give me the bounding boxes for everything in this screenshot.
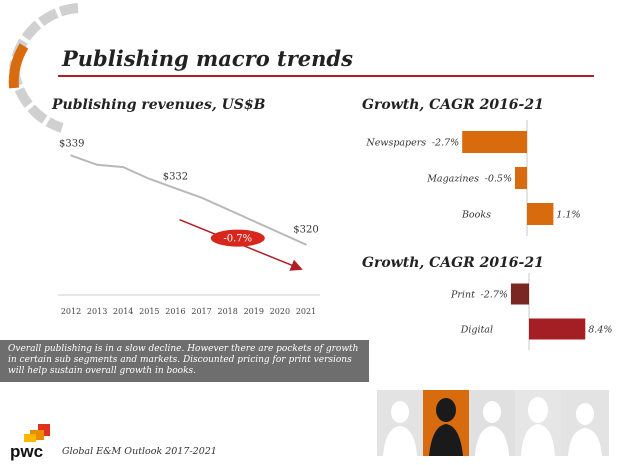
people-photo-strip — [377, 390, 609, 456]
x-tick-label: 2018 — [217, 307, 237, 316]
x-tick-label: 2019 — [244, 307, 264, 316]
format-value-label: 8.4% — [588, 325, 612, 336]
cagr-chart-title-segments: Growth, CAGR 2016-21 — [362, 97, 544, 113]
x-tick-label: 2013 — [87, 307, 107, 316]
summary-note: Overall publishing is in a slow decline.… — [0, 340, 369, 382]
format-bar-print — [510, 283, 529, 305]
x-tick-label: 2017 — [191, 307, 211, 316]
revenue-point-2018 — [226, 208, 229, 211]
revenue-chart-title: Publishing revenues, US$B — [52, 97, 266, 113]
format-category-label: Digital — [460, 325, 493, 336]
revenue-data-label: $320 — [293, 225, 318, 236]
revenue-point-2020 — [279, 232, 281, 234]
cagr-chart-title-print-digital: Growth, CAGR 2016-21 — [362, 255, 544, 271]
segment-bar-books — [527, 203, 554, 225]
revenue-point-2012 — [70, 154, 72, 157]
format-category-label: Print — [450, 290, 475, 301]
segment-value-label: 1.1% — [556, 210, 580, 221]
revenue-point-2016 — [174, 187, 177, 190]
segment-bar-newspapers — [462, 131, 527, 153]
decorative-arc — [8, 3, 79, 133]
pwc-logo: pwc — [10, 442, 44, 461]
pwc-logo-mark — [24, 424, 50, 442]
x-tick-label: 2015 — [139, 307, 159, 316]
revenue-point-2014 — [122, 166, 125, 168]
revenue-point-2017 — [200, 196, 203, 199]
segment-value-label: -2.7% — [432, 138, 459, 149]
x-tick-label: 2021 — [296, 307, 316, 316]
segment-category-label: Magazines — [426, 174, 479, 185]
x-tick-label: 2016 — [165, 307, 185, 316]
segment-category-label: Newspapers — [365, 138, 426, 149]
segment-category-label: Books — [461, 210, 491, 221]
revenue-data-label: $339 — [59, 138, 84, 149]
segment-value-label: -0.5% — [485, 174, 512, 185]
x-tick-label: 2020 — [270, 307, 290, 316]
revenue-point-2013 — [96, 163, 98, 166]
format-bar-digital — [529, 318, 586, 340]
format-value-label: -2.7% — [481, 290, 508, 301]
revenue-point-2019 — [252, 220, 255, 222]
segment-bar-magazines — [515, 167, 527, 189]
x-tick-label: 2014 — [113, 307, 133, 316]
revenue-data-label: $332 — [163, 171, 188, 182]
page-title: Publishing macro trends — [62, 46, 353, 71]
title-rule — [58, 75, 594, 77]
trend-badge-label: -0.7% — [223, 234, 252, 245]
revenue-point-2015 — [148, 178, 151, 180]
revenue-series-line — [70, 154, 307, 246]
x-tick-label: 2012 — [61, 307, 81, 316]
revenue-point-2021 — [305, 243, 307, 246]
footer-text: Global E&M Outlook 2017-2021 — [62, 446, 217, 457]
trend-badge — [210, 229, 265, 247]
